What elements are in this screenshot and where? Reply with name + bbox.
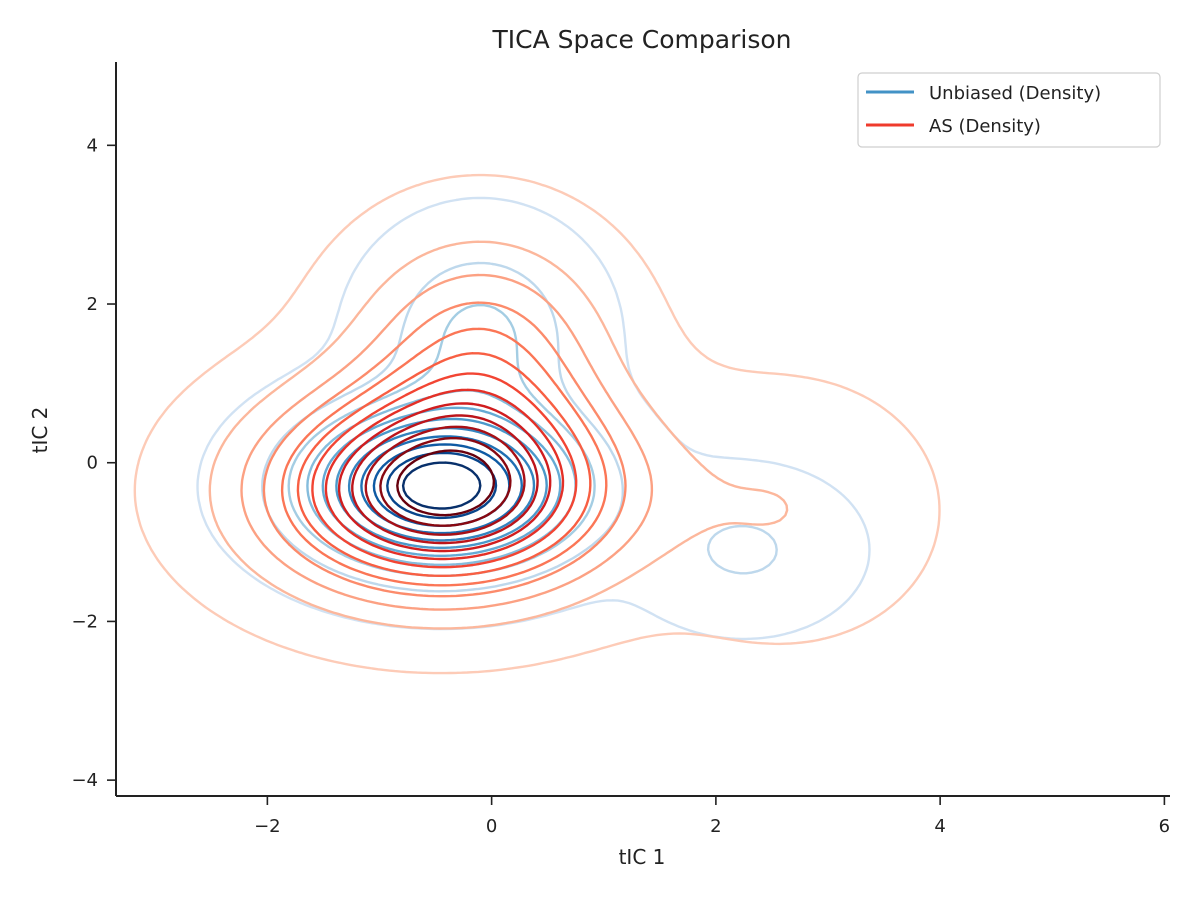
x-axis-ticks: −2 0 2 4 6: [254, 796, 1170, 837]
as-density-contour-level-11: [379, 437, 512, 527]
as-density-contour-level-8: [337, 402, 552, 553]
y-tick-label-3: 2: [87, 294, 98, 315]
x-tick-label-3: 4: [934, 816, 945, 837]
as-density-contour-level-1: [208, 240, 789, 630]
as-density-contour-level-10: [364, 425, 526, 536]
y-tick-label-0: −4: [71, 770, 98, 791]
legend: Unbiased (Density) AS (Density): [857, 72, 1161, 148]
as-density-contour-level-3: [262, 301, 627, 598]
legend-label-unbiased: Unbiased (Density): [929, 83, 1101, 104]
x-tick-label-0: −2: [254, 816, 281, 837]
legend-frame: [857, 72, 1161, 148]
as-density-contour-level-7: [324, 388, 565, 561]
as-density-contour-level-5: [296, 352, 592, 577]
as-density-contour-level-0: [133, 173, 941, 675]
x-tick-label-4: 6: [1159, 816, 1170, 837]
legend-label-as: AS (Density): [929, 116, 1041, 137]
as-density-contour-level-6: [311, 372, 578, 569]
y-tick-label-1: −2: [71, 611, 98, 632]
y-axis-ticks: −4 −2 0 2 4: [71, 135, 116, 791]
as-density-contour-level-9: [351, 414, 539, 545]
y-axis-label: tIC 2: [28, 407, 52, 454]
y-tick-label-4: 4: [87, 135, 98, 156]
x-tick-label-1: 0: [486, 816, 497, 837]
y-tick-label-2: 0: [87, 453, 98, 474]
unbiased-density-contour-level-10: [401, 461, 482, 510]
as-density-contour-level-12: [396, 449, 496, 517]
as-density-contour-level-4: [280, 327, 608, 587]
x-tick-label-2: 2: [710, 816, 721, 837]
chart-title: TICA Space Comparison: [492, 25, 792, 54]
contour-plot-area: [133, 173, 941, 675]
x-axis-label: tIC 1: [619, 845, 666, 869]
as-density-contour-level-2: [240, 273, 654, 611]
